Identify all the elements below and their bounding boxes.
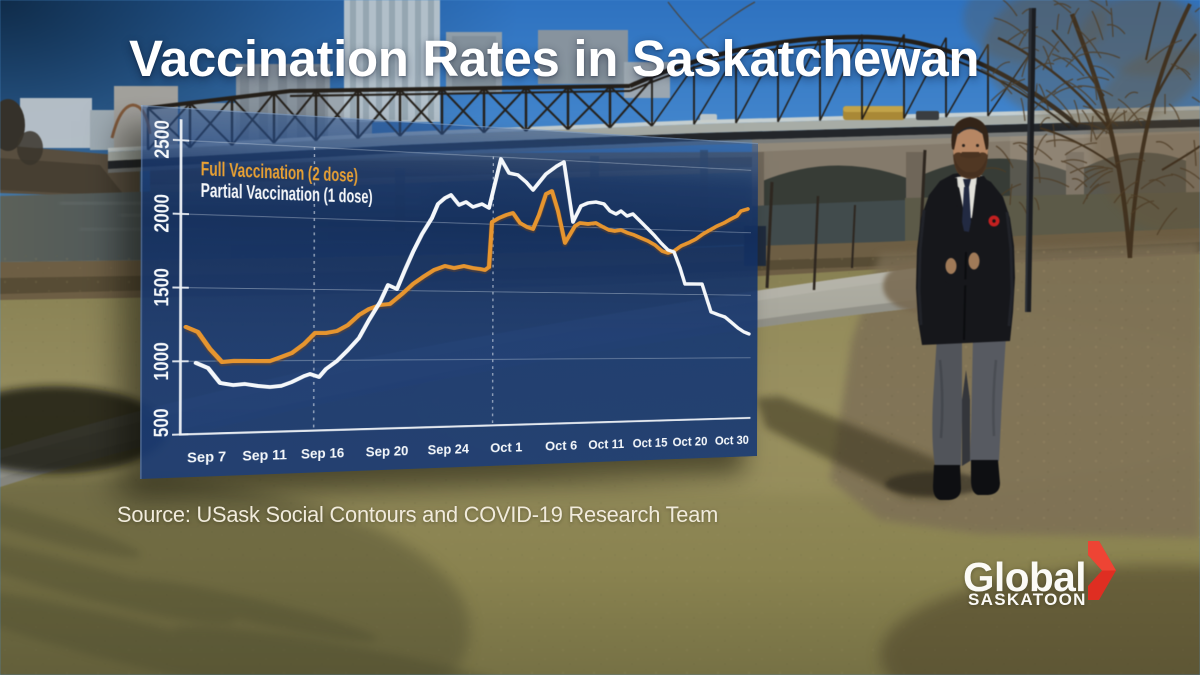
svg-text:Oct 6: Oct 6 (545, 439, 577, 454)
svg-text:2500: 2500 (151, 119, 174, 159)
svg-text:Oct 11: Oct 11 (588, 437, 624, 452)
svg-text:Sep 20: Sep 20 (366, 444, 409, 460)
svg-text:Oct 30: Oct 30 (715, 433, 749, 448)
svg-text:Oct 20: Oct 20 (673, 435, 708, 450)
svg-text:1000: 1000 (150, 342, 173, 381)
svg-text:Oct 15: Oct 15 (633, 436, 668, 451)
svg-text:2000: 2000 (151, 194, 174, 233)
svg-text:Sep 24: Sep 24 (428, 442, 469, 458)
svg-text:Sep 16: Sep 16 (301, 446, 344, 463)
svg-text:Oct 1: Oct 1 (490, 440, 522, 455)
svg-text:500: 500 (150, 408, 173, 437)
svg-text:Sep 7: Sep 7 (187, 449, 226, 466)
svg-text:Sep 11: Sep 11 (242, 447, 287, 464)
svg-text:1500: 1500 (150, 268, 173, 307)
